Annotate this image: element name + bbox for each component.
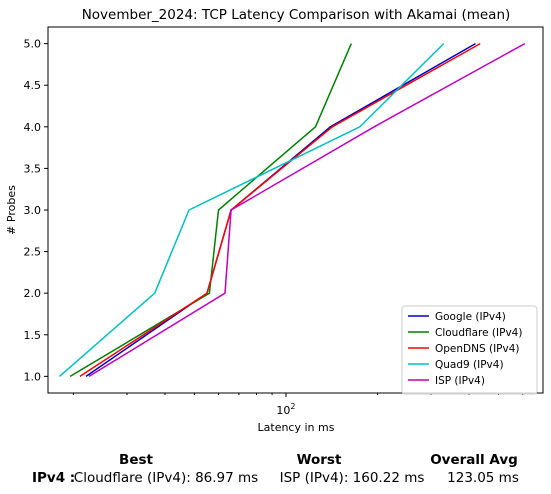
latency-chart: November_2024: TCP Latency Comparison wi… — [5, 7, 544, 434]
legend: Google (IPv4) Cloudflare (IPv4) OpenDNS (I… — [401, 305, 538, 395]
overall-avg-header: Overall Avg — [430, 452, 518, 468]
worst-value: ISP (IPv4): 160.22 ms — [279, 470, 425, 486]
x-tick-exponent: 2 — [290, 402, 295, 411]
best-value: Cloudflare (IPv4): 86.97 ms — [73, 470, 259, 486]
series-line-3 — [59, 43, 445, 377]
chart-title: November_2024: TCP Latency Comparison wi… — [82, 7, 511, 23]
y-axis: 1.0 1.5 2.0 2.5 3.0 3.5 4.0 4.5 5.0 — [24, 38, 48, 383]
y-tick-label: 4.5 — [24, 79, 42, 92]
legend-entry: Google (IPv4) — [435, 311, 506, 323]
x-axis: 102 — [72, 393, 524, 417]
y-tick-label: 2.5 — [24, 246, 42, 259]
legend-entry: Quad9 (IPv4) — [435, 359, 504, 371]
worst-header: Worst — [296, 452, 342, 468]
overall-avg-value: 123.05 ms — [447, 470, 519, 486]
summary-table: Best Worst Overall Avg IPv4 : Cloudflare… — [0, 450, 551, 494]
series-line-1 — [69, 43, 352, 378]
y-tick-label: 4.0 — [24, 121, 42, 134]
series-line-4 — [88, 42, 526, 378]
x-tick-base: 10 — [276, 404, 290, 417]
legend-entry: ISP (IPv4) — [435, 375, 485, 387]
ipv4-row-label: IPv4 : — [32, 470, 76, 486]
plot-series — [59, 42, 526, 378]
legend-entry: OpenDNS (IPv4) — [435, 343, 520, 355]
y-axis-label: # Probes — [5, 185, 18, 235]
legend-box — [401, 305, 538, 395]
x-tick-label: 102 — [276, 402, 295, 417]
y-tick-label: 2.0 — [24, 287, 42, 300]
best-header: Best — [119, 452, 153, 468]
y-tick-label: 5.0 — [24, 38, 42, 51]
y-tick-label: 1.0 — [24, 370, 42, 383]
y-tick-label: 1.5 — [24, 329, 42, 342]
y-tick-label: 3.5 — [24, 162, 42, 175]
x-axis-label: Latency in ms — [258, 421, 335, 434]
y-tick-label: 3.0 — [24, 204, 42, 217]
legend-entry: Cloudflare (IPv4) — [435, 327, 522, 339]
